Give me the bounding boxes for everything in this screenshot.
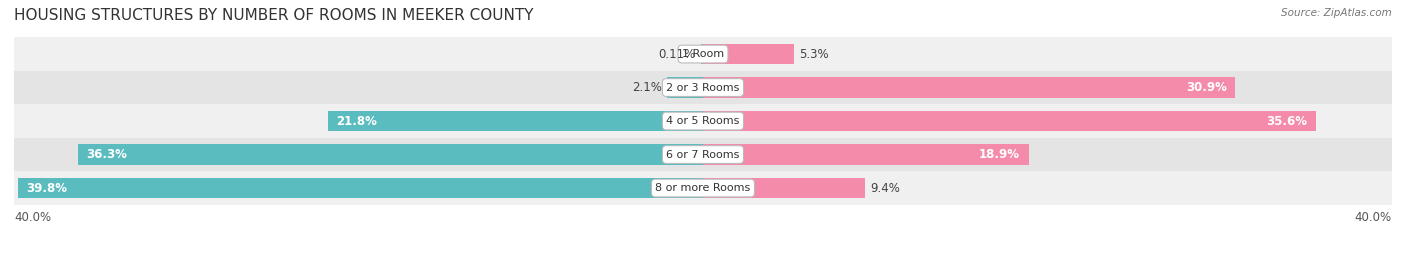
Text: 40.0%: 40.0% <box>1355 211 1392 224</box>
Text: 35.6%: 35.6% <box>1267 115 1308 128</box>
Text: 1 Room: 1 Room <box>682 49 724 59</box>
Bar <box>703 144 1029 165</box>
Text: 21.8%: 21.8% <box>336 115 377 128</box>
Text: 5.3%: 5.3% <box>800 48 830 61</box>
Text: 2.1%: 2.1% <box>631 81 662 94</box>
Bar <box>14 138 1392 171</box>
Text: 9.4%: 9.4% <box>870 182 900 194</box>
Bar <box>703 178 865 199</box>
Text: 39.8%: 39.8% <box>27 182 67 194</box>
Bar <box>14 37 1392 71</box>
Text: 0.11%: 0.11% <box>658 48 696 61</box>
Bar <box>666 77 703 98</box>
Bar <box>77 144 703 165</box>
Bar <box>14 104 1392 138</box>
Text: 36.3%: 36.3% <box>86 148 128 161</box>
Text: Source: ZipAtlas.com: Source: ZipAtlas.com <box>1281 8 1392 18</box>
Bar <box>702 44 703 65</box>
Bar <box>17 178 703 199</box>
Bar <box>14 71 1392 104</box>
Text: 4 or 5 Rooms: 4 or 5 Rooms <box>666 116 740 126</box>
Text: 6 or 7 Rooms: 6 or 7 Rooms <box>666 150 740 160</box>
Text: 40.0%: 40.0% <box>14 211 51 224</box>
Bar <box>328 111 703 132</box>
Text: HOUSING STRUCTURES BY NUMBER OF ROOMS IN MEEKER COUNTY: HOUSING STRUCTURES BY NUMBER OF ROOMS IN… <box>14 8 533 23</box>
Text: 8 or more Rooms: 8 or more Rooms <box>655 183 751 193</box>
Text: 2 or 3 Rooms: 2 or 3 Rooms <box>666 83 740 93</box>
Bar <box>703 44 794 65</box>
Bar <box>703 77 1236 98</box>
Text: 30.9%: 30.9% <box>1185 81 1226 94</box>
Bar <box>703 111 1316 132</box>
Bar <box>14 171 1392 205</box>
Text: 18.9%: 18.9% <box>979 148 1019 161</box>
